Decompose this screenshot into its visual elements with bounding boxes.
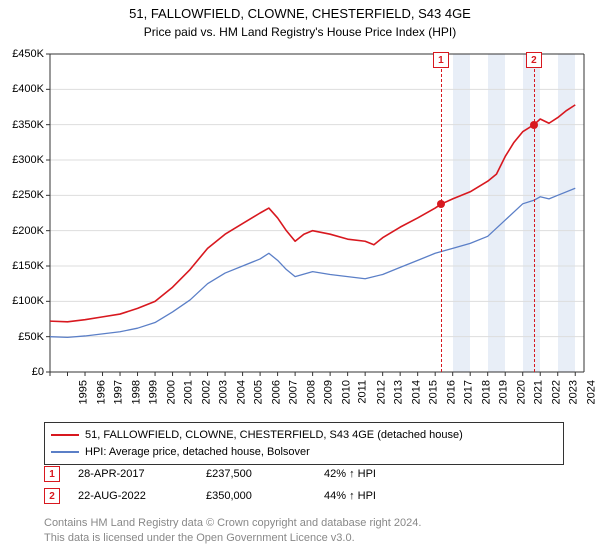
event-vline [441,54,442,372]
y-axis-label: £0 [0,366,44,378]
x-axis-label: 2021 [533,380,545,404]
series-line-hpi [50,188,575,337]
x-axis-label: 2024 [585,380,597,404]
x-axis-label: 1995 [77,380,89,404]
x-axis-label: 1999 [148,380,160,404]
x-axis-label: 2017 [463,380,475,404]
x-axis-label: 2018 [480,380,492,404]
chart-area: £0 £50K £100K £150K £200K £250K £300K £350K £400… [0,44,600,414]
event-vs-hpi: 42% ↑ HPI [324,468,424,480]
x-axis-label: 1996 [95,380,107,404]
x-axis-label: 2022 [550,380,562,404]
event-marker-box: 1 [44,466,60,482]
chart-subtitle: Price paid vs. HM Land Registry's House … [0,23,600,39]
x-axis-label: 2001 [183,380,195,404]
y-axis-label: £150K [0,260,44,272]
x-axis-label: 2002 [200,380,212,404]
x-axis-label: 2020 [515,380,527,404]
y-axis-label: £50K [0,331,44,343]
event-vline [534,54,535,372]
y-axis-label: £400K [0,83,44,95]
event-table: 1 28-APR-2017 £237,500 42% ↑ HPI 2 22-AU… [44,466,564,510]
x-axis-label: 2004 [235,380,247,404]
x-axis-label: 2000 [165,380,177,404]
chart-svg [0,44,600,414]
x-axis-label: 2011 [357,380,369,404]
legend-label: 51, FALLOWFIELD, CLOWNE, CHESTERFIELD, S… [85,427,463,444]
legend-swatch [51,434,79,436]
event-dot [530,121,538,129]
y-axis-label: £300K [0,154,44,166]
legend-label: HPI: Average price, detached house, Bols… [85,444,310,461]
x-axis-label: 2009 [323,380,335,404]
footer-attribution: Contains HM Land Registry data © Crown c… [44,516,421,546]
event-price: £350,000 [206,490,306,502]
y-axis-label: £350K [0,119,44,131]
x-axis-label: 2016 [445,380,457,404]
event-dot [437,200,445,208]
y-axis-label: £450K [0,48,44,60]
event-vs-hpi: 44% ↑ HPI [324,490,424,502]
chart-container: 51, FALLOWFIELD, CLOWNE, CHESTERFIELD, S… [0,0,600,560]
y-axis-label: £200K [0,225,44,237]
x-axis-label: 2014 [410,380,422,404]
x-axis-label: 2023 [568,380,580,404]
x-axis-label: 2010 [340,380,352,404]
x-axis-label: 2012 [375,380,387,404]
x-axis-label: 2007 [288,380,300,404]
event-date: 28-APR-2017 [78,468,188,480]
x-axis-label: 1997 [113,380,125,404]
chart-title: 51, FALLOWFIELD, CLOWNE, CHESTERFIELD, S… [0,0,600,23]
footer-line: Contains HM Land Registry data © Crown c… [44,516,421,531]
legend-row: HPI: Average price, detached house, Bols… [51,444,557,461]
footer-line: This data is licensed under the Open Gov… [44,531,421,546]
x-axis-label: 2006 [270,380,282,404]
event-marker-label: 1 [433,52,449,68]
event-row: 1 28-APR-2017 £237,500 42% ↑ HPI [44,466,564,482]
x-axis-label: 2013 [393,380,405,404]
x-axis-label: 2019 [498,380,510,404]
event-date: 22-AUG-2022 [78,490,188,502]
x-axis-label: 1998 [130,380,142,404]
event-marker-box: 2 [44,488,60,504]
series-line-property [50,105,575,322]
y-axis-label: £250K [0,189,44,201]
legend-swatch [51,451,79,453]
event-price: £237,500 [206,468,306,480]
x-axis-label: 2003 [218,380,230,404]
y-axis-label: £100K [0,295,44,307]
event-marker-label: 2 [526,52,542,68]
x-axis-label: 2005 [253,380,265,404]
x-axis-label: 2015 [428,380,440,404]
legend-row: 51, FALLOWFIELD, CLOWNE, CHESTERFIELD, S… [51,427,557,444]
legend-box: 51, FALLOWFIELD, CLOWNE, CHESTERFIELD, S… [44,422,564,465]
x-axis-label: 2008 [305,380,317,404]
event-row: 2 22-AUG-2022 £350,000 44% ↑ HPI [44,488,564,504]
